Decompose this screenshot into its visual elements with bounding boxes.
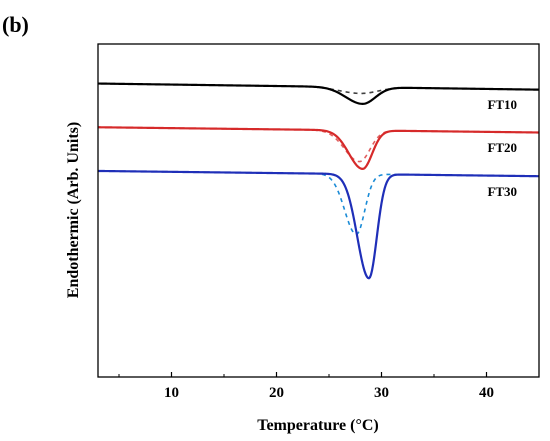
series-label-ft20: FT20 [487, 140, 517, 155]
series-ft20-solid-line [98, 126, 539, 171]
series-layer [98, 82, 539, 280]
series-label-ft10: FT10 [487, 97, 517, 112]
x-axis-ticks: 10 20 30 40 [118, 372, 540, 401]
series-labels: FT10 FT20 FT30 [487, 97, 517, 199]
series-ft30-dashed-line [98, 170, 539, 236]
x-tick-label: 10 [164, 385, 179, 401]
series-ft10-solid-line [98, 82, 539, 105]
plot-frame [97, 43, 540, 378]
x-tick-label: 20 [269, 385, 284, 401]
panel-label: (b) [2, 12, 29, 37]
x-tick-label: 40 [479, 385, 494, 401]
x-axis-title: Temperature (°C) [257, 417, 378, 434]
y-axis-title: Endothermic (Arb. Units) [65, 122, 82, 298]
series-ft30-solid-line [98, 169, 539, 280]
series-label-ft30: FT30 [487, 184, 517, 199]
x-tick-label: 30 [374, 385, 389, 401]
